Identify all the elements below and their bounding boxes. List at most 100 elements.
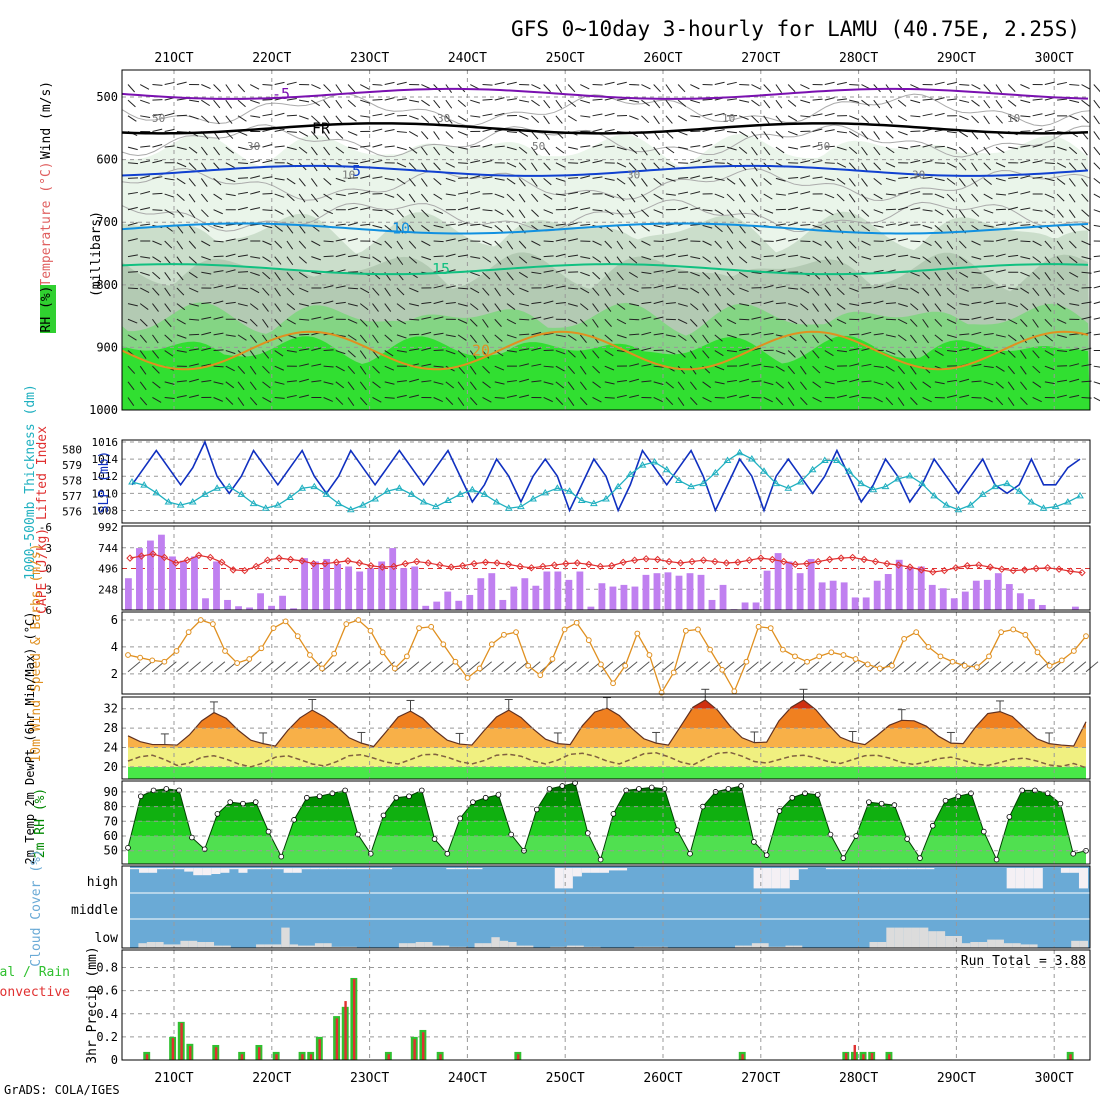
lifted-index-point [286, 555, 295, 564]
pressure-tick-label: 600 [96, 153, 118, 167]
wind10m-speed-point [986, 653, 992, 660]
wind-barb [946, 146, 957, 151]
lifted-index-point [149, 550, 157, 558]
date-label-top: 25OCT [546, 51, 585, 66]
wind-barb [274, 193, 285, 198]
wind-barb [518, 193, 526, 203]
low-cloud-bar [314, 943, 324, 948]
cape-bar [422, 605, 430, 610]
wind-barb [824, 256, 832, 265]
wind-barb [690, 99, 701, 104]
thickness-point [699, 479, 708, 487]
wind10m-barb [527, 661, 541, 673]
wind-barb [188, 225, 196, 234]
wind-barb [885, 177, 896, 182]
wind-barb [934, 318, 943, 327]
cloud-low-label: low [95, 931, 119, 946]
wind-barb [323, 209, 333, 215]
cape-bar [521, 578, 529, 610]
wind10m-barb [285, 661, 298, 673]
wind-barb [653, 285, 664, 289]
wind-barb [763, 178, 772, 186]
thickness-point [991, 482, 999, 490]
wind-barb [445, 162, 455, 168]
wind-barb [714, 303, 722, 312]
wind-barb [127, 222, 138, 226]
wind-barb [849, 303, 860, 307]
wind-barb [1057, 379, 1068, 383]
wind-barb [922, 224, 933, 229]
wind-barb [848, 162, 857, 171]
wind-barb [1032, 365, 1041, 374]
wind-barb [1008, 238, 1019, 242]
wind-barb [922, 256, 931, 263]
rh2m-axis-label: 2m RH (%) [33, 788, 48, 858]
rh2m-point [674, 827, 681, 833]
thickness-point [480, 490, 489, 497]
low-cloud-bar [415, 942, 425, 948]
wind-barb [910, 224, 921, 226]
rh2m-point [610, 811, 617, 817]
precip-convective-bar [439, 1054, 442, 1060]
wind-barb [812, 144, 823, 148]
low-cloud-bar [524, 945, 534, 948]
wind-barb [1007, 381, 1015, 391]
wind-barb [164, 303, 172, 312]
wind-barb [188, 146, 198, 154]
wind-barb [164, 193, 175, 198]
wind-barb [616, 177, 626, 185]
wind-barb [139, 287, 150, 294]
wind10m-speed-point [646, 652, 653, 658]
cape-tick-label: 992 [98, 521, 118, 534]
cape-bar [686, 573, 694, 610]
wind-barb [934, 97, 945, 101]
low-cloud-bar [180, 940, 189, 948]
wind-barb [433, 131, 440, 140]
wind-barb [200, 193, 209, 203]
wind-barb [421, 331, 432, 336]
wind-barb [836, 209, 844, 218]
wind-barb [506, 193, 515, 202]
temp-tick-label: 20 [104, 760, 118, 774]
wind-barb [1068, 209, 1076, 219]
wind-barb [543, 115, 550, 125]
wind-barb [433, 209, 444, 215]
wind-barb [592, 318, 599, 328]
wind-barb [543, 381, 554, 385]
wind-barb [396, 380, 407, 383]
cape-bar [642, 574, 650, 610]
low-cloud-bar [508, 942, 517, 948]
wind-barb [457, 191, 469, 195]
wind-barb [372, 98, 383, 101]
wind-barb [983, 178, 992, 185]
high-cloud-bar [211, 868, 221, 874]
low-cloud-bar [214, 945, 223, 948]
wind-barb [372, 144, 383, 148]
high-cloud-bar [229, 868, 239, 870]
wind10m-speed-point [804, 658, 810, 665]
thickness-point [444, 496, 452, 504]
wind-barb [971, 209, 980, 217]
wind10m-speed-point [816, 653, 823, 660]
low-cloud-bar [163, 944, 173, 948]
low-cloud-bar [331, 946, 341, 948]
wind-barb [201, 240, 211, 247]
rh2m-point [406, 793, 412, 800]
wind-barb [849, 378, 860, 383]
wind-barb [225, 193, 236, 197]
wind-barb [213, 209, 223, 215]
rh-tick-label: 80 [104, 800, 118, 814]
temperature-contour [121, 330, 1089, 371]
wind-barb [286, 193, 295, 202]
wind-barb [946, 209, 954, 218]
wind-barb [298, 256, 307, 264]
wind10m-speed-point [913, 629, 920, 636]
wind-barb [665, 397, 674, 406]
wind10m-speed-point [961, 662, 968, 669]
wind-barb [262, 303, 269, 312]
wind-barb [299, 333, 310, 336]
wind-barb [519, 363, 530, 367]
wind-barb [408, 209, 416, 219]
wind-barb [995, 146, 1005, 154]
wind-barb [958, 240, 967, 249]
